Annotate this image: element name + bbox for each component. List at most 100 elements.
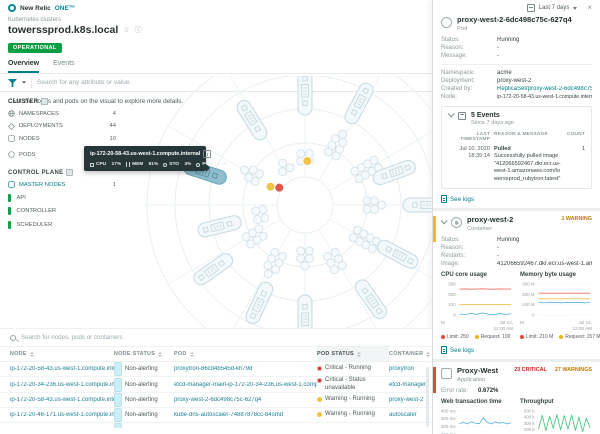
pin-icon[interactable] — [203, 150, 212, 158]
tab-bar: Overview Events — [0, 54, 432, 74]
column-header-container[interactable]: CONTAINER — [389, 347, 434, 361]
filter-chevron-down-icon[interactable] — [22, 81, 26, 84]
see-logs-link[interactable]: See logs — [441, 346, 592, 355]
container-link[interactable]: proxytron — [389, 366, 415, 372]
table-row[interactable]: ip-172-20-34-236.us-west-1.compute.inter… — [0, 377, 432, 393]
pod-link[interactable]: proxy-west-2-6dc498c75c-627q4 — [174, 397, 262, 403]
filter-item-nodes[interactable]: NODES 10 — [8, 135, 116, 142]
filter-item-namespaces[interactable]: NAMESPACES 4 — [8, 110, 116, 117]
column-header-node[interactable]: NODE — [10, 347, 114, 361]
table-row[interactable]: ip-172-20-58-43.us-west-1.compute.intern… — [0, 362, 432, 377]
table-header-row: NODE NODE STATUS POD POD STATUS CONTAINE… — [0, 347, 432, 362]
chart-plot: 300 M 200 M 100 M 0 — [522, 281, 592, 318]
filter-icon[interactable] — [8, 78, 17, 87]
node-link[interactable]: ip-172-20-34-236.us-west-1.compute.inter… — [10, 381, 114, 388]
container-link[interactable]: proxy-west-2 — [389, 397, 424, 403]
page-title: towerssprod.k8s.local — [8, 24, 119, 36]
document-icon — [441, 195, 447, 204]
chevron-down-icon[interactable] — [573, 6, 578, 10]
svg-text:300 ms: 300 ms — [441, 416, 456, 421]
breadcrumb[interactable]: Kubernetes clusters — [8, 17, 62, 23]
health-bar-icon — [8, 207, 11, 215]
time-range-picker[interactable]: Last 7 days — [538, 5, 570, 11]
node-link[interactable]: ip-172-20-58-43.us-west-1.compute.intern… — [10, 397, 114, 403]
field-label: Reason: — [441, 44, 464, 51]
pod-status-cell: Critical - Running — [317, 365, 389, 373]
replicaset-link[interactable]: ReplicaSet/proxy-west-2-6dc498c75c — [497, 85, 592, 92]
svg-text:200 k: 200 k — [524, 427, 536, 432]
chevron-down-icon[interactable] — [447, 109, 455, 117]
storage-icon — [163, 162, 168, 167]
sort-icon[interactable] — [426, 351, 431, 357]
chart-title: Memory byte usage — [520, 271, 577, 278]
sort-icon[interactable] — [29, 351, 34, 357]
event-message: Successfully pulled image "412066592467.… — [494, 153, 561, 182]
events-col-timestamp: LAST TIMESTAMP — [460, 131, 490, 142]
svg-text:0: 0 — [453, 313, 456, 318]
chevron-down-icon[interactable] — [440, 217, 448, 225]
collapse-icon[interactable] — [66, 169, 74, 176]
favorite-star-icon[interactable]: ☆ — [123, 26, 130, 34]
node-link[interactable]: ip-172-20-58-43.us-west-1.compute.intern… — [10, 366, 114, 372]
container-link[interactable]: autoscaler — [389, 412, 417, 418]
container-status-value: Running — [497, 236, 520, 243]
table-row[interactable]: ip-172-20-58-43.us-west-1.compute.intern… — [0, 393, 432, 408]
see-logs-link[interactable]: See logs — [441, 195, 592, 204]
field-label: Status: — [441, 36, 460, 43]
application-icon — [441, 368, 452, 380]
count: 10 — [109, 135, 116, 142]
filter-item-scheduler[interactable]: SCHEDULER — [8, 220, 116, 229]
pod-type-label: Pod — [457, 25, 468, 32]
filter-item-controller[interactable]: CONTROLLER — [8, 207, 116, 215]
node-status-cell: Non-alerting — [114, 362, 174, 376]
application-detail-card: Proxy-West Application 23 CRITICAL 27 WA… — [433, 362, 600, 434]
filter-item-deployments[interactable]: DEPLOYMENTS 44 — [8, 122, 116, 130]
sort-icon[interactable] — [356, 351, 361, 357]
column-header-pod[interactable]: POD — [174, 347, 317, 361]
pod-link[interactable]: etcd-manager-main-ip-172-20-34-236.us-we… — [174, 381, 317, 388]
divider — [441, 63, 592, 65]
filter-item-master-nodes[interactable]: MASTER NODES 1 — [8, 181, 116, 188]
application-name: Proxy-West — [457, 366, 499, 376]
svg-text:100 M: 100 M — [522, 302, 535, 307]
svg-text:0: 0 — [532, 313, 535, 318]
container-detail-card: proxy-west-2 Container 1 WARNING Status:… — [433, 211, 600, 360]
entities-table-section: NODE NODE STATUS POD POD STATUS CONTAINE… — [0, 328, 432, 434]
collapse-icon[interactable] — [41, 98, 49, 105]
cluster-section-label: CLUSTER — [8, 98, 39, 105]
document-icon — [441, 346, 447, 355]
pods-icon — [196, 162, 201, 167]
tab-events[interactable]: Events — [53, 60, 75, 67]
chart-title: Web transaction time — [441, 398, 502, 405]
sort-icon[interactable] — [189, 351, 194, 357]
pod-detail-card: Last 7 days × proxy-west-2-6dc498c75c-62… — [433, 0, 600, 209]
pod-link[interactable]: proxytron-86cd4b545d-kh79d — [174, 366, 253, 372]
attribute-search-input[interactable] — [37, 79, 424, 86]
node-status-pill — [114, 393, 122, 407]
events-icon — [458, 111, 466, 120]
close-icon[interactable]: × — [587, 3, 592, 12]
cpu-icon — [90, 162, 94, 167]
filter-item-api[interactable]: API — [8, 193, 116, 202]
field-label: Restarts: — [441, 252, 466, 259]
node-status-pill — [114, 362, 122, 376]
event-count: 1 — [581, 145, 585, 152]
table-row[interactable]: ip-172-20-46-171.us-west-1.compute.inter… — [0, 408, 432, 423]
pod-link[interactable]: kube-dns-autoscaler-74887878cc-84smd — [174, 412, 284, 418]
events-subtitle: Since 7 days ago — [471, 119, 514, 126]
node-link[interactable]: ip-172-20-46-171.us-west-1.compute.inter… — [10, 412, 114, 418]
nodes-icon — [8, 135, 15, 142]
cluster-visualization[interactable] — [98, 76, 432, 330]
column-header-node-status[interactable]: NODE STATUS — [114, 347, 174, 361]
info-icon[interactable]: ⓘ — [134, 26, 142, 34]
table-search-input[interactable] — [21, 334, 422, 341]
container-type-label: Container — [467, 225, 493, 232]
tab-overview[interactable]: Overview — [8, 60, 40, 73]
app-header: New Relic ONE™ — [0, 0, 432, 14]
container-link[interactable]: etcd-manager — [389, 381, 427, 388]
pod-node-value: ip-172-20-58-43.us-west-1.compute.intern… — [497, 93, 592, 100]
memory-icon — [126, 162, 131, 167]
column-header-pod-status[interactable]: POD STATUS — [317, 347, 389, 361]
table-scrollbar[interactable] — [426, 367, 429, 427]
sort-icon[interactable] — [158, 351, 163, 357]
